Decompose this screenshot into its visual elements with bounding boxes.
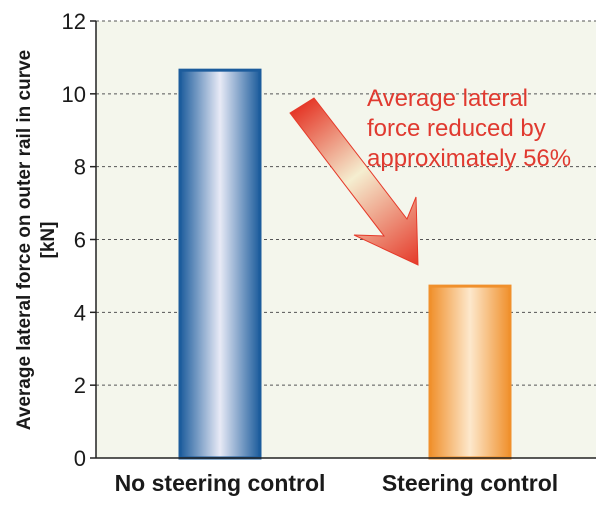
y-axis-title: Average lateral force on outer rail in c…	[14, 50, 59, 431]
annotation-line-3: approximately 56%	[367, 145, 571, 172]
category-labels: No steering control Steering control	[115, 470, 559, 496]
y-axis-title-line-1: Average lateral force on outer rail in c…	[14, 50, 35, 431]
annotation-line-1: Average lateral	[367, 85, 528, 112]
y-tick-label: 6	[74, 228, 86, 253]
x-category-label: Steering control	[382, 470, 558, 496]
y-tick-label: 8	[74, 155, 86, 180]
y-tick-label: 2	[74, 373, 86, 398]
y-tick-label: 0	[74, 446, 86, 471]
y-tick-label: 10	[62, 82, 86, 107]
y-tick-label: 12	[62, 9, 86, 34]
reduction-arrow	[289, 97, 419, 266]
y-tick-label: 4	[74, 300, 86, 325]
y-tick-labels: 0 2 4 6 8 10 12	[62, 9, 86, 471]
annotation-line-2: force reduced by	[367, 115, 546, 142]
gridlines	[96, 20, 596, 386]
bar-no-steering-control	[178, 68, 262, 460]
axes	[90, 20, 596, 459]
x-category-label: No steering control	[115, 470, 326, 496]
y-axis-title-line-2: [kN]	[38, 222, 59, 259]
bar-steering-control	[428, 284, 512, 460]
